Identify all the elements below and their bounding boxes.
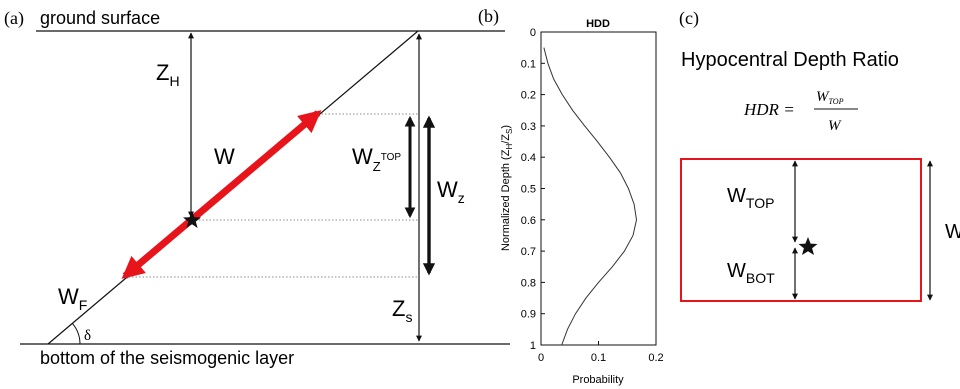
dip-angle-arc [72, 323, 81, 345]
hdr-formula-numerator: WTOP [816, 89, 844, 106]
ground-surface-label: ground surface [40, 8, 160, 28]
y-tick-label: 1 [530, 340, 536, 352]
y-ticks: 0 0.1 0.2 0.3 0.4 0.5 0.6 0.7 0.8 0.9 1 [521, 27, 545, 352]
chart-title: HDD [586, 18, 610, 30]
panel-c: (c) Hypocentral Depth Ratio HDR = WTOP W… [679, 8, 960, 302]
y-tick-label: 0.4 [521, 152, 536, 164]
zh-label: ZH [156, 60, 180, 89]
panel-a-tag: (a) [4, 8, 24, 29]
hypocenter-star [183, 211, 201, 228]
wtop-label: WTOP [727, 185, 774, 211]
rupture-box [680, 158, 922, 302]
wztop-label: WZTOP [352, 144, 401, 174]
x-ticks: 0 0.1 0.2 [538, 341, 664, 364]
y-tick-label: 0.7 [521, 246, 536, 258]
panel-c-tag: (c) [679, 8, 699, 29]
seismogenic-bottom-label: bottom of the seismogenic layer [40, 348, 294, 368]
panel-a: (a) ground surface bottom of the seismog… [4, 8, 510, 368]
x-tick-label: 0 [538, 352, 544, 364]
y-axis-label: Normalized Depth (ZH/ZS) [500, 125, 514, 251]
plot-frame [540, 31, 657, 346]
rupture-segment [121, 110, 322, 279]
hypocenter-star-c [798, 237, 818, 255]
zs-label: Zs [392, 296, 412, 325]
wf-label: WF [58, 284, 87, 313]
dip-angle-label: δ [84, 328, 91, 344]
y-tick-label: 0.9 [521, 309, 536, 321]
hdr-formula-denominator: W [828, 118, 842, 134]
y-tick-label: 0.5 [521, 184, 536, 196]
y-tick-label: 0.8 [521, 277, 536, 289]
hdr-formula-lhs: HDR = [743, 100, 795, 119]
y-tick-label: 0.6 [521, 215, 536, 227]
w-label-c: W [945, 221, 960, 243]
x-tick-label: 0.1 [591, 352, 606, 364]
wz-label: Wz [437, 177, 465, 206]
y-tick-label: 0.3 [521, 121, 536, 133]
y-tick-label: 0.2 [521, 90, 536, 102]
panel-c-title: Hypocentral Depth Ratio [681, 49, 899, 71]
x-axis-label: Probability [572, 374, 624, 386]
x-tick-label: 0.2 [648, 352, 663, 364]
y-tick-label: 0 [530, 27, 536, 39]
wbot-label: WBOT [727, 260, 775, 286]
hdd-curve [543, 47, 638, 346]
panel-b-tag: (b) [478, 6, 499, 27]
w-label: W [214, 144, 235, 169]
y-tick-label: 0.1 [521, 58, 536, 70]
